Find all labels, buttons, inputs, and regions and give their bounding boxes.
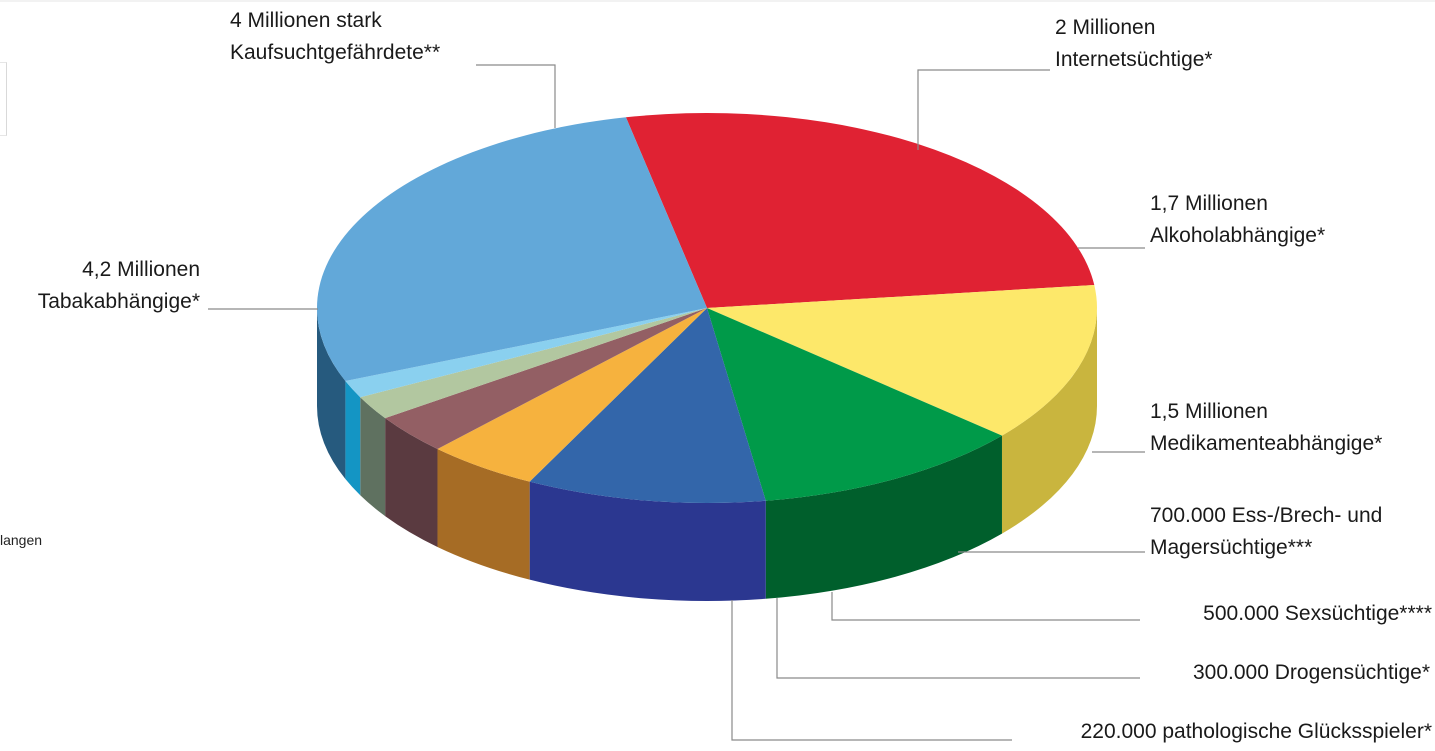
label-essstoerung-line1: 700.000 Ess-/Brech- und [1150,504,1383,527]
label-internet: 2 Millionen Internetsüchtige* [1055,12,1213,76]
label-medikamente-line1: 1,5 Millionen [1150,400,1268,423]
pie-slice-1 [707,285,1097,436]
label-essstoerung-line2: Magersüchtige*** [1150,536,1313,559]
label-kaufsucht-line2: Kaufsuchtgefährdete** [230,41,441,64]
pie-slice-4 [437,308,707,482]
label-tabak: 4,2 Millionen Tabakabhängige* [0,254,200,318]
pie-side-6 [360,397,386,517]
pie-slice-8 [317,117,707,382]
label-gluecksspiel: 220.000 pathologische Glücksspieler* [1081,716,1432,748]
pie-side-5 [385,418,438,547]
pie-side-2 [765,435,1002,599]
label-medikamente-line2: Medikamenteabhängige* [1150,432,1383,455]
label-essstoerung: 700.000 Ess-/Brech- und Magersüchtige*** [1150,500,1382,564]
label-medikamente: 1,5 Millionen Medikamenteabhängige* [1150,396,1382,460]
label-drogen-line1: 300.000 Drogensüchtige* [1192,661,1430,684]
pie-slice-7 [345,308,707,398]
top-edge-line [0,0,1435,2]
pie-side-7 [345,381,361,496]
pie-slice-6 [360,308,707,419]
pie-side-4 [437,448,530,580]
pie-slice-3 [529,308,766,503]
label-tabak-line1: 4,2 Millionen [82,258,200,281]
pie-sides [317,308,1098,601]
leader-drogen [776,598,1140,679]
label-drogen: 300.000 Drogensüchtige* [1193,657,1430,689]
label-alkohol-line2: Alkoholabhängige* [1150,224,1326,247]
pie-slice-0 [625,113,1095,308]
label-sexsucht-line1: 500.000 Sexsüchtige**** [1203,602,1432,625]
label-alkohol-line1: 1,7 Millionen [1150,192,1268,215]
label-sexsucht: 500.000 Sexsüchtige**** [1203,598,1432,630]
pie-side-1 [1001,308,1098,534]
cropped-text-fragment: langen [0,532,43,548]
label-internet-line1: 2 Millionen [1055,16,1156,39]
label-internet-line2: Internetsüchtige* [1055,48,1213,71]
leader-lines [208,64,1145,741]
leader-sexsucht [831,592,1140,621]
pie-side-3 [529,481,766,601]
label-kaufsucht: 4 Millionen stark Kaufsuchtgefährdete** [230,5,440,69]
label-tabak-line2: Tabakabhängige* [37,290,200,313]
leader-internet [917,69,1050,150]
leader-kaufsucht [476,64,556,128]
label-kaufsucht-line1: 4 Millionen stark [230,9,382,32]
pie-side-8 [317,308,346,480]
pie-slice-5 [385,308,707,449]
leader-gluecksspiel [731,600,1012,741]
cropped-panel-edge [0,62,7,136]
label-gluecksspiel-line1: 220.000 pathologische Glücksspieler* [1080,720,1432,743]
pie-slice-2 [707,308,1002,501]
pie-tops [317,113,1097,503]
label-alkohol: 1,7 Millionen Alkoholabhängige* [1150,188,1325,252]
